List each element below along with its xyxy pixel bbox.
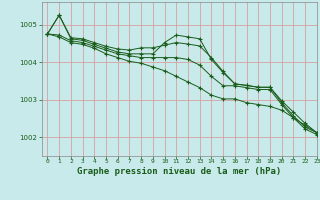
X-axis label: Graphe pression niveau de la mer (hPa): Graphe pression niveau de la mer (hPa) (77, 167, 281, 176)
